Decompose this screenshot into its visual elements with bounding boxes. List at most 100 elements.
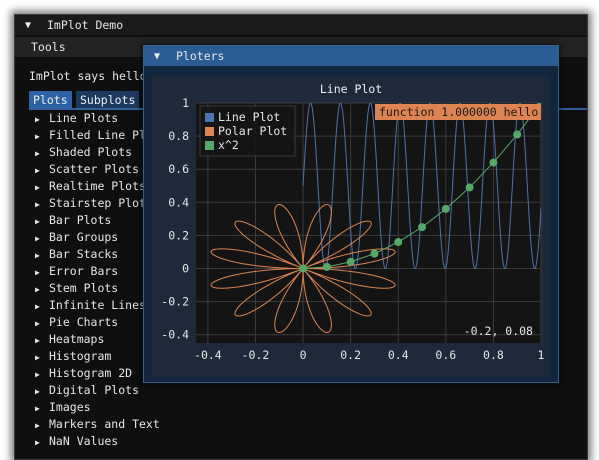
x2-point	[322, 262, 331, 271]
tree-item-label: Histogram	[49, 349, 112, 363]
x2-point	[441, 204, 450, 213]
tree-item[interactable]: ▶ Line Plots	[35, 110, 167, 127]
tab-plots[interactable]: Plots	[29, 91, 72, 109]
y-tick-label: 1	[182, 96, 189, 110]
x2-point	[513, 130, 522, 139]
x2-point	[394, 238, 403, 247]
tree-item[interactable]: ▶ Shaded Plots	[35, 144, 167, 161]
tree-item[interactable]: ▶ Realtime Plots	[35, 178, 167, 195]
expand-arrow-icon: ▶	[35, 132, 40, 141]
expand-arrow-icon: ▶	[35, 404, 40, 413]
expand-arrow-icon: ▶	[35, 200, 40, 209]
y-tick-label: 0.6	[168, 162, 189, 176]
tree-item-label: NaN Values	[49, 434, 119, 448]
tree-item[interactable]: ▶ Error Bars	[35, 263, 167, 280]
tree-item[interactable]: ▶ Digital Plots	[35, 382, 167, 399]
line-plot-chart[interactable]: -0.4 -0.2 0 0.2 0.4 0.6 0.8 1 1 0.8 0.6 0.4 0.2 0 -0.2…	[152, 76, 550, 376]
tree-item[interactable]: ▶ Histogram 2D	[35, 365, 167, 382]
tree-item-label: Bar Stacks	[49, 247, 119, 261]
x2-point	[418, 223, 427, 232]
expand-arrow-icon: ▶	[35, 438, 40, 447]
annotation-text: function 1.000000 hello	[379, 105, 538, 119]
chart-title: Line Plot	[319, 82, 383, 96]
legend-label: x^2	[218, 138, 239, 152]
tree-item-label: Histogram 2D	[49, 366, 133, 380]
expand-arrow-icon: ▶	[35, 387, 40, 396]
x-tick-label: 0.2	[340, 348, 361, 362]
x2-point	[370, 249, 379, 258]
legend-swatch	[205, 127, 214, 136]
main-titlebar[interactable]: ▼ ImPlot Demo	[15, 15, 587, 35]
tree-item-label: Line Plots	[49, 111, 119, 125]
expand-arrow-icon: ▶	[35, 370, 40, 379]
collapse-triangle-icon[interactable]: ▼	[25, 19, 32, 31]
legend-swatch	[205, 141, 214, 150]
tree-item[interactable]: ▶ Infinite Lines	[35, 297, 167, 314]
expand-arrow-icon: ▶	[35, 149, 40, 158]
tree-item[interactable]: ▶ Stairstep Plots	[35, 195, 167, 212]
y-tick-label: 0.4	[168, 195, 189, 209]
tree-item-label: Stairstep Plots	[49, 196, 153, 210]
tree-item-label: Realtime Plots	[49, 179, 146, 193]
ploters-window[interactable]: ▼ Ploters Line Plot -0.4 -0.2 0 0.2 0.4 0.6 0.…	[143, 45, 559, 383]
tree-item-label: Digital Plots	[49, 383, 140, 397]
ploters-titlebar[interactable]: ▼ Ploters	[144, 46, 558, 66]
y-tick-label: -0.4	[161, 328, 189, 342]
menu-tools[interactable]: Tools	[31, 40, 66, 54]
expand-arrow-icon: ▶	[35, 285, 40, 294]
tree-item[interactable]: ▶ Bar Stacks	[35, 246, 167, 263]
tree-item[interactable]: ▶ Scatter Plots	[35, 161, 167, 178]
y-tick-label: 0.8	[168, 129, 189, 143]
tab-subplots[interactable]: Subplots	[76, 91, 140, 109]
expand-arrow-icon: ▶	[35, 217, 40, 226]
tree-item-label: Heatmaps	[49, 332, 105, 346]
expand-arrow-icon: ▶	[35, 183, 40, 192]
main-window-title: ImPlot Demo	[47, 18, 124, 32]
tree-item-label: Pie Charts	[49, 315, 119, 329]
x-tick-label: 0	[300, 348, 307, 362]
tree-item[interactable]: ▶ Bar Plots	[35, 212, 167, 229]
expand-arrow-icon: ▶	[35, 302, 40, 311]
expand-arrow-icon: ▶	[35, 336, 40, 345]
tree-item[interactable]: ▶ Bar Groups	[35, 229, 167, 246]
tree-item[interactable]: ▶ Pie Charts	[35, 314, 167, 331]
series-group	[210, 103, 541, 334]
tree-item-label: Filled Line Plots	[49, 128, 167, 142]
tree-item-label: Shaded Plots	[49, 145, 133, 159]
tab-bar: Plots Subplots	[29, 91, 587, 110]
tree-item[interactable]: ▶ Stem Plots	[35, 280, 167, 297]
tree-item[interactable]: ▶ Heatmaps	[35, 331, 167, 348]
tree-item-label: Error Bars	[49, 264, 119, 278]
x2-point	[465, 183, 474, 192]
y-tick-label: 0.2	[168, 228, 189, 242]
expand-arrow-icon: ▶	[35, 268, 40, 277]
tree-item[interactable]: ▶ Images	[35, 399, 167, 416]
tree-item-label: Images	[49, 400, 91, 414]
expand-arrow-icon: ▶	[35, 234, 40, 243]
tree-item-label: Scatter Plots	[49, 162, 140, 176]
legend-label: Line Plot	[218, 110, 280, 124]
mouse-readout: -0.2, 0.08	[464, 324, 533, 338]
x2-point	[346, 257, 355, 266]
tree-item-label: Infinite Lines	[49, 298, 146, 312]
plots-tree: ▶ Line Plots ▶ Filled Line Plots ▶ Shaded Plo…	[35, 110, 167, 450]
ploters-title: Ploters	[176, 49, 225, 63]
x-tick-label: -0.2	[242, 348, 270, 362]
tree-item[interactable]: ▶ Filled Line Plots	[35, 127, 167, 144]
expand-arrow-icon: ▶	[35, 421, 40, 430]
annotation-box	[375, 104, 541, 120]
collapse-triangle-icon[interactable]: ▼	[154, 50, 161, 62]
tree-item-label: Stem Plots	[49, 281, 119, 295]
x-tick-label: 0.8	[483, 348, 504, 362]
tree-item[interactable]: ▶ Histogram	[35, 348, 167, 365]
expand-arrow-icon: ▶	[35, 251, 40, 260]
tree-item-label: Bar Plots	[49, 213, 112, 227]
series-line-plot	[302, 103, 541, 270]
tree-item[interactable]: ▶ Markers and Text	[35, 416, 167, 433]
x-tick-label: 1	[538, 348, 545, 362]
y-tick-label: -0.2	[161, 295, 189, 309]
expand-arrow-icon: ▶	[35, 115, 40, 124]
tree-item-label: Bar Groups	[49, 230, 119, 244]
tree-item[interactable]: ▶ NaN Values	[35, 433, 167, 450]
